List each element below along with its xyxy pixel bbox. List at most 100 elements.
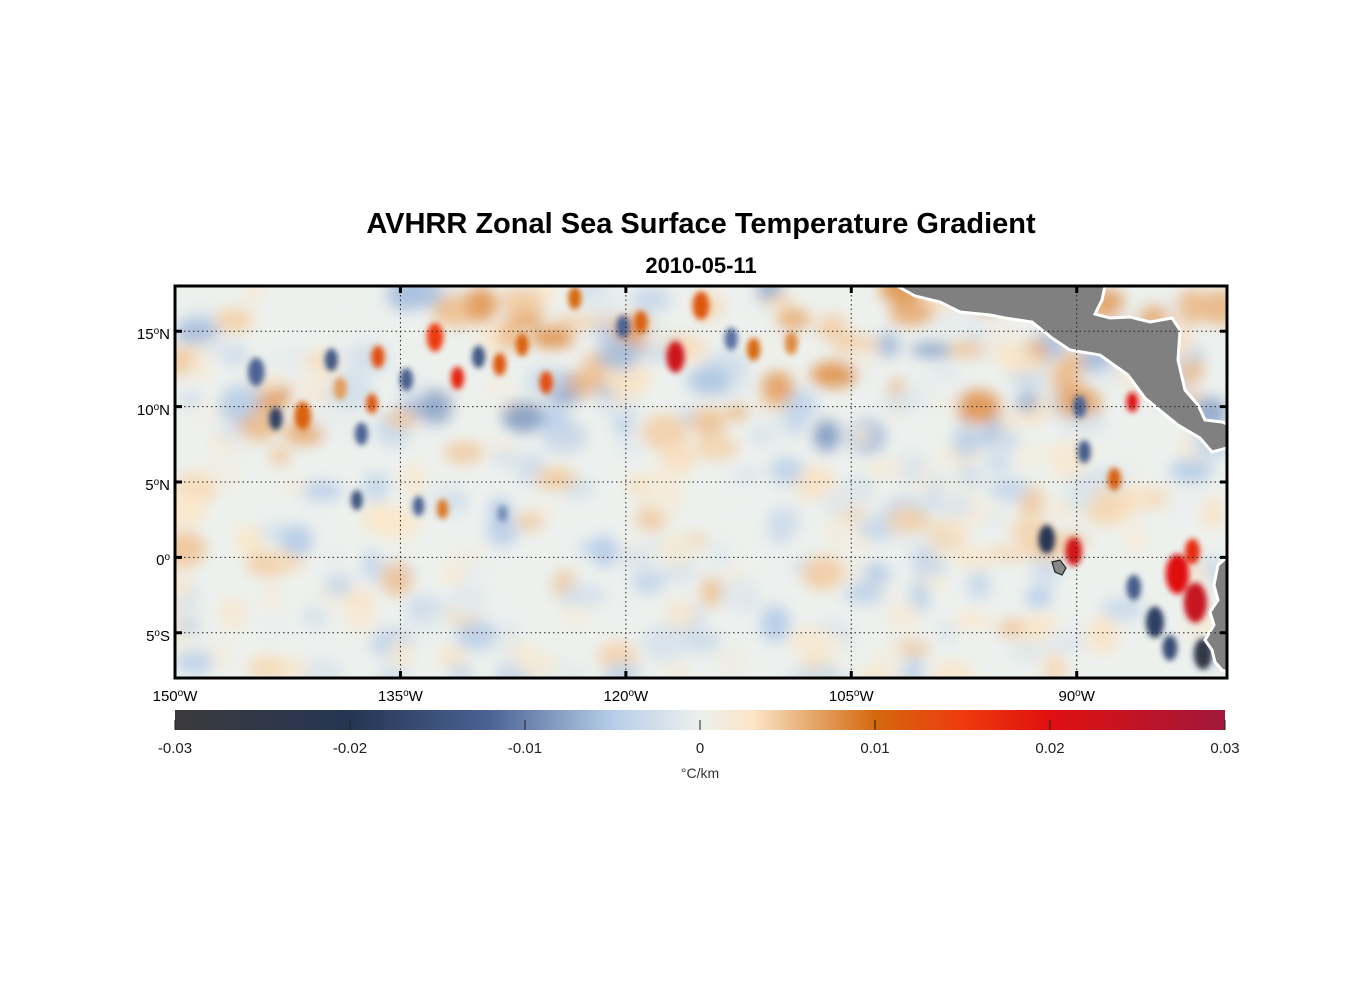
colorbar-tick-label: 0.01 — [860, 740, 890, 757]
texture-blob — [283, 420, 326, 446]
longitude-label: 90oW — [1058, 688, 1095, 705]
texture-blob — [889, 300, 934, 326]
gradient-feature — [1065, 537, 1082, 566]
gradient-feature — [784, 331, 798, 355]
chart-subtitle: 2010-05-11 — [645, 253, 757, 278]
texture-blob — [886, 505, 928, 535]
gradient-feature — [634, 310, 648, 334]
colorbar-unit-label: °C/km — [680, 765, 720, 781]
texture-blob — [280, 524, 313, 557]
texture-blob — [818, 488, 866, 513]
gradient-feature — [568, 286, 582, 310]
texture-blob — [1200, 289, 1227, 326]
texture-blob — [1063, 474, 1096, 513]
gradient-texture — [175, 286, 1227, 678]
texture-blob — [954, 389, 1002, 425]
texture-blob — [813, 419, 840, 452]
texture-blob — [586, 286, 620, 319]
texture-blob — [788, 626, 836, 658]
texture-blob — [322, 549, 343, 565]
texture-blob — [401, 286, 443, 309]
texture-blob — [713, 642, 751, 678]
texture-blob — [559, 605, 593, 627]
texture-blob — [664, 598, 697, 630]
gradient-feature — [247, 357, 265, 387]
texture-blob — [449, 663, 474, 678]
latitude-label: 5oN — [145, 477, 170, 494]
texture-blob — [444, 489, 469, 515]
texture-blob — [550, 315, 589, 331]
gradient-features — [247, 286, 1213, 670]
texture-blob — [710, 544, 731, 569]
texture-blob — [1016, 443, 1050, 468]
texture-blob — [530, 503, 557, 519]
texture-blob — [499, 287, 544, 316]
gradient-feature — [333, 377, 347, 400]
gradient-feature — [354, 422, 368, 446]
texture-blob — [232, 436, 254, 464]
texture-blob — [643, 465, 687, 494]
texture-blob — [531, 329, 574, 348]
texture-blob — [855, 667, 896, 678]
texture-blob — [362, 472, 389, 503]
texture-blob — [175, 319, 219, 345]
texture-blob — [663, 663, 690, 678]
gradient-feature — [1126, 392, 1139, 413]
colorbar-ticks — [174, 720, 1226, 730]
texture-blob — [844, 583, 885, 604]
texture-blob — [1162, 487, 1207, 518]
texture-blob — [805, 665, 846, 678]
longitude-label: 135oW — [378, 688, 423, 705]
gradient-feature — [371, 345, 385, 369]
texture-blob — [176, 650, 214, 674]
texture-blob — [641, 624, 689, 661]
texture-blob — [810, 361, 858, 389]
texture-blob — [931, 365, 961, 380]
texture-blob — [446, 584, 489, 618]
colorbar-tick-label: 0 — [695, 740, 705, 757]
texture-blob — [933, 548, 958, 563]
texture-blob — [1008, 639, 1050, 662]
texture-blob — [719, 577, 761, 612]
texture-blob — [497, 319, 520, 352]
texture-blob — [486, 515, 519, 547]
gradient-feature — [472, 345, 486, 369]
texture-blob — [1025, 586, 1052, 608]
gradient-feature — [399, 368, 413, 391]
land-central-america — [893, 286, 1227, 454]
texture-blob — [222, 384, 262, 408]
texture-blob — [851, 425, 872, 445]
texture-blob — [715, 520, 763, 552]
gradient-feature — [493, 353, 507, 376]
texture-blob — [690, 407, 726, 437]
texture-blob — [241, 286, 264, 307]
gradient-feature — [616, 315, 630, 339]
gradient-feature — [747, 337, 761, 361]
colorbar-tick-label: 0.02 — [1035, 740, 1065, 757]
texture-blob — [635, 347, 674, 362]
texture-blob — [1031, 552, 1063, 586]
texture-blob — [324, 573, 353, 598]
texture-blob — [767, 507, 794, 545]
texture-blob — [683, 631, 722, 652]
texture-blob — [1049, 622, 1088, 644]
texture-blob — [816, 313, 849, 342]
colorbar-tick-label: -0.02 — [332, 740, 368, 757]
texture-blob — [443, 441, 484, 464]
texture-blob — [935, 477, 979, 504]
longitude-label: 150oW — [152, 688, 198, 705]
texture-blob — [302, 606, 327, 628]
texture-blob — [327, 412, 355, 434]
gradient-feature — [351, 490, 363, 511]
texture-blob — [863, 460, 908, 477]
gradient-feature — [366, 393, 378, 414]
gradient-feature — [539, 371, 553, 394]
texture-blob — [199, 336, 242, 357]
texture-blob — [175, 617, 202, 635]
texture-blob — [188, 396, 228, 431]
texture-blob — [264, 607, 285, 639]
colorbar-tick-label: 0.03 — [1210, 740, 1240, 757]
texture-blob — [267, 348, 314, 370]
texture-blob — [731, 467, 762, 482]
